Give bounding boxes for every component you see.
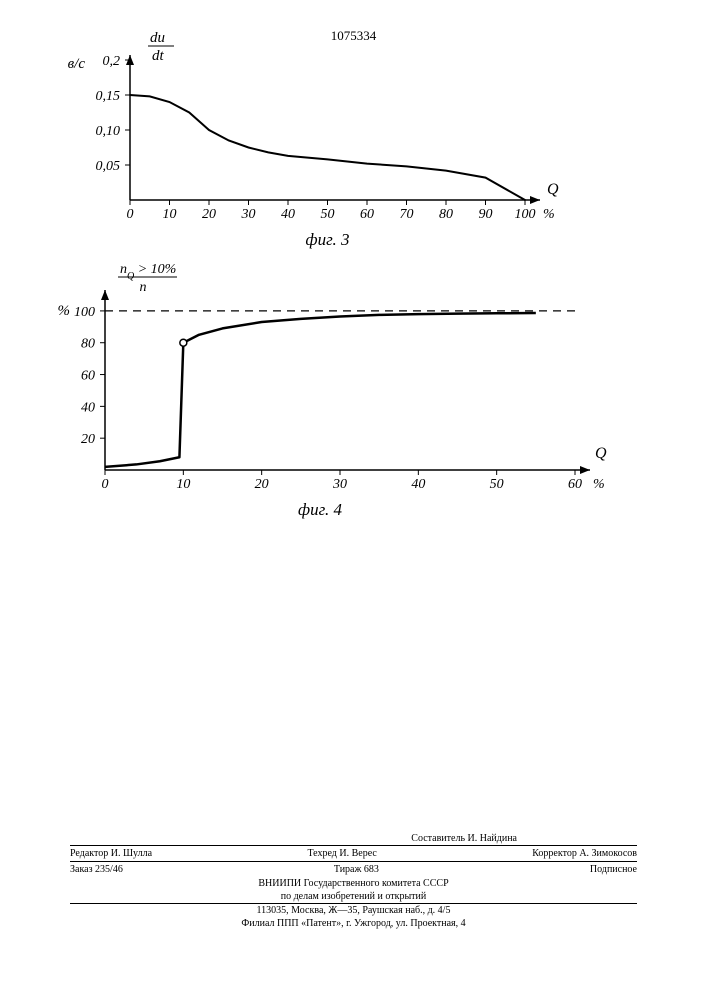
tech-label: Техред: [307, 848, 336, 859]
svg-text:%: %: [58, 303, 71, 319]
svg-text:n: n: [140, 280, 147, 295]
compiler-name: И. Найдина: [468, 833, 517, 844]
svg-text:40: 40: [411, 477, 425, 492]
svg-text:40: 40: [81, 400, 95, 415]
svg-text:Q: Q: [595, 445, 607, 462]
addr-line-1: 113035, Москва, Ж—35, Раушская наб., д. …: [70, 903, 637, 917]
svg-text:60: 60: [568, 477, 582, 492]
svg-text:50: 50: [490, 477, 504, 492]
circ-value: 683: [364, 864, 379, 875]
footer-row-1: Редактор И. Шулла Техред И. Верес Коррек…: [70, 845, 637, 861]
org-line-1: ВНИИПИ Государственного комитета СССР: [70, 877, 637, 890]
sub-label: Подписное: [590, 864, 637, 875]
corrector-label: Корректор: [532, 848, 577, 859]
svg-text:30: 30: [332, 477, 347, 492]
tech-name: И. Верес: [339, 848, 376, 859]
footer-row-2: Заказ 235/46 Тираж 683 Подписное: [70, 861, 637, 877]
figure-4: 0 10 20 30 40 50 60 20 40 60 80 100% nQ > 10%n Q% фиг.…: [0, 0, 707, 565]
svg-text:%: %: [593, 477, 605, 492]
svg-text:фиг. 4: фиг. 4: [298, 500, 342, 519]
svg-text:0: 0: [102, 477, 109, 492]
svg-text:nQ > 10%: nQ > 10%: [120, 262, 176, 282]
org-line-2: по делам изобретений и открытий: [70, 890, 637, 903]
svg-text:60: 60: [81, 369, 95, 384]
svg-text:10: 10: [176, 477, 190, 492]
compiler-label: Составитель: [411, 833, 465, 844]
svg-text:20: 20: [81, 432, 95, 447]
editor-name: И. Шулла: [111, 848, 152, 859]
fig4-svg: 0 10 20 30 40 50 60 20 40 60 80 100% nQ > 10%n Q% фиг.…: [0, 0, 707, 560]
circ-label: Тираж: [334, 864, 362, 875]
footer-block: Составитель И. Найдина Редактор И. Шулла…: [70, 832, 637, 930]
svg-text:100: 100: [74, 305, 95, 320]
svg-text:20: 20: [255, 477, 269, 492]
addr-line-2: Филиал ППП «Патент», г. Ужгород, ул. Про…: [70, 917, 637, 930]
svg-text:80: 80: [81, 337, 95, 352]
order-label: Заказ: [70, 864, 93, 875]
editor-label: Редактор: [70, 848, 108, 859]
order-value: 235/46: [95, 864, 123, 875]
corrector-name: А. Зимокосов: [579, 848, 637, 859]
